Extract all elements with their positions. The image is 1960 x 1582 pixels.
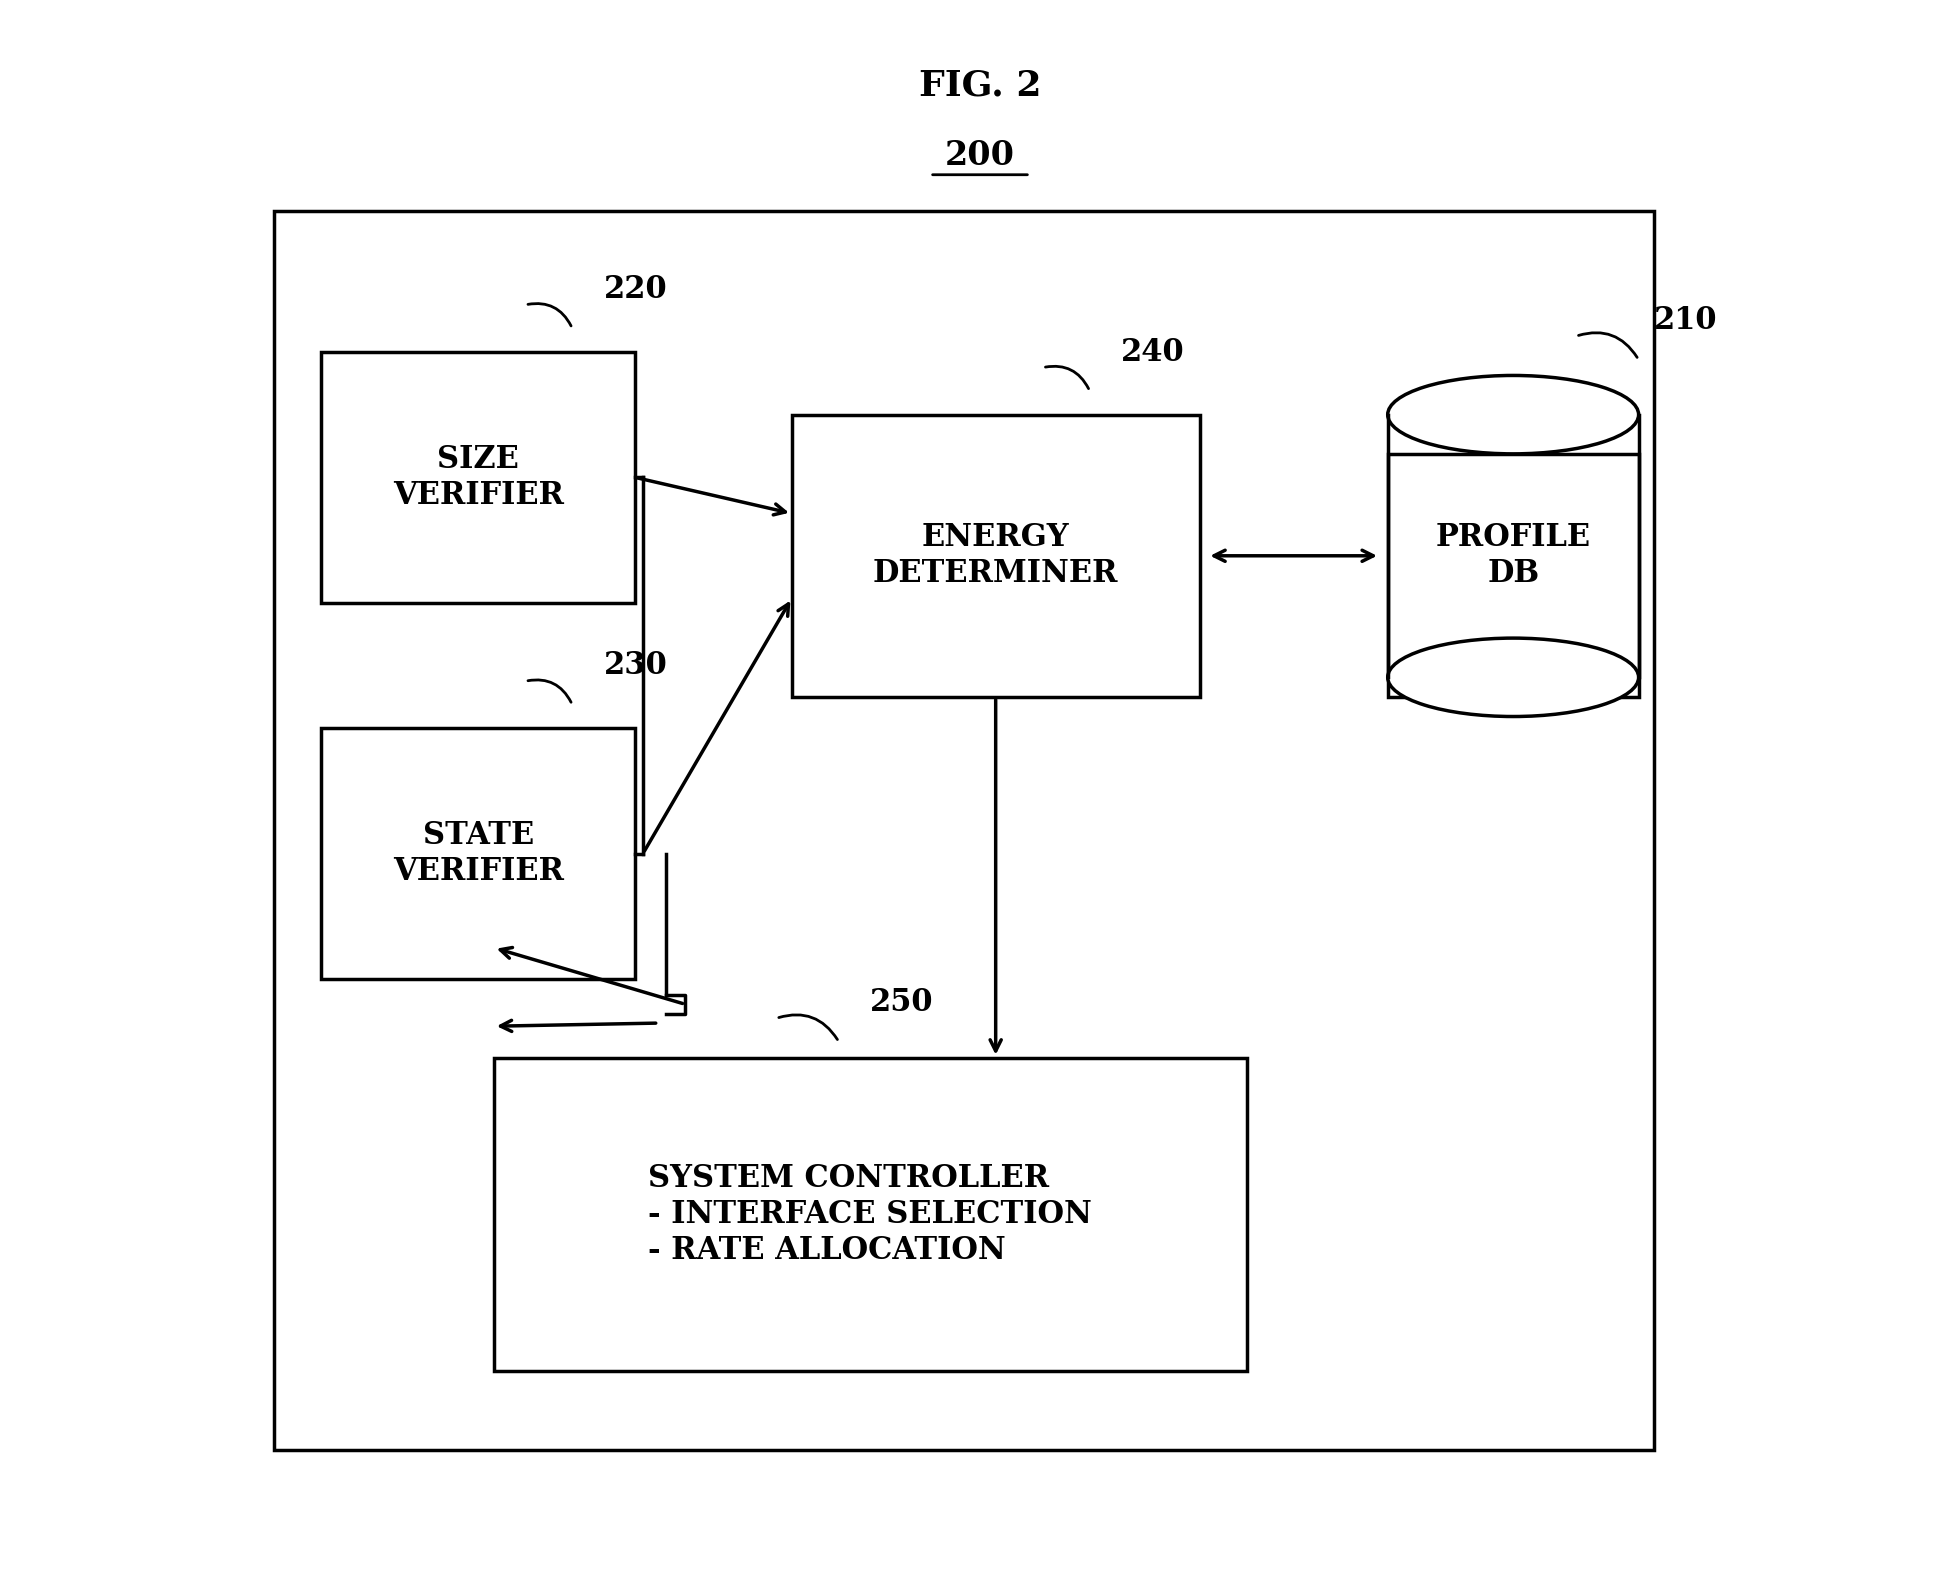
Ellipse shape	[1388, 638, 1639, 717]
Text: FIG. 2: FIG. 2	[919, 68, 1041, 103]
Text: SYSTEM CONTROLLER
- INTERFACE SELECTION
- RATE ALLOCATION: SYSTEM CONTROLLER - INTERFACE SELECTION …	[649, 1163, 1092, 1266]
Text: 220: 220	[604, 274, 666, 305]
Text: PROFILE
DB: PROFILE DB	[1435, 522, 1592, 589]
Text: STATE
VERIFIER: STATE VERIFIER	[392, 821, 564, 888]
FancyBboxPatch shape	[321, 728, 635, 979]
FancyBboxPatch shape	[792, 414, 1200, 698]
Text: ENERGY
DETERMINER: ENERGY DETERMINER	[872, 522, 1119, 589]
Ellipse shape	[1388, 375, 1639, 454]
FancyBboxPatch shape	[494, 1058, 1247, 1372]
Text: 210: 210	[1654, 305, 1717, 337]
Text: 240: 240	[1121, 337, 1184, 367]
FancyBboxPatch shape	[321, 351, 635, 603]
FancyBboxPatch shape	[274, 210, 1654, 1449]
FancyBboxPatch shape	[1388, 454, 1639, 698]
Text: SIZE
VERIFIER: SIZE VERIFIER	[392, 445, 564, 511]
Text: 230: 230	[604, 650, 668, 682]
Text: 250: 250	[870, 987, 933, 1019]
Text: 200: 200	[945, 139, 1015, 172]
